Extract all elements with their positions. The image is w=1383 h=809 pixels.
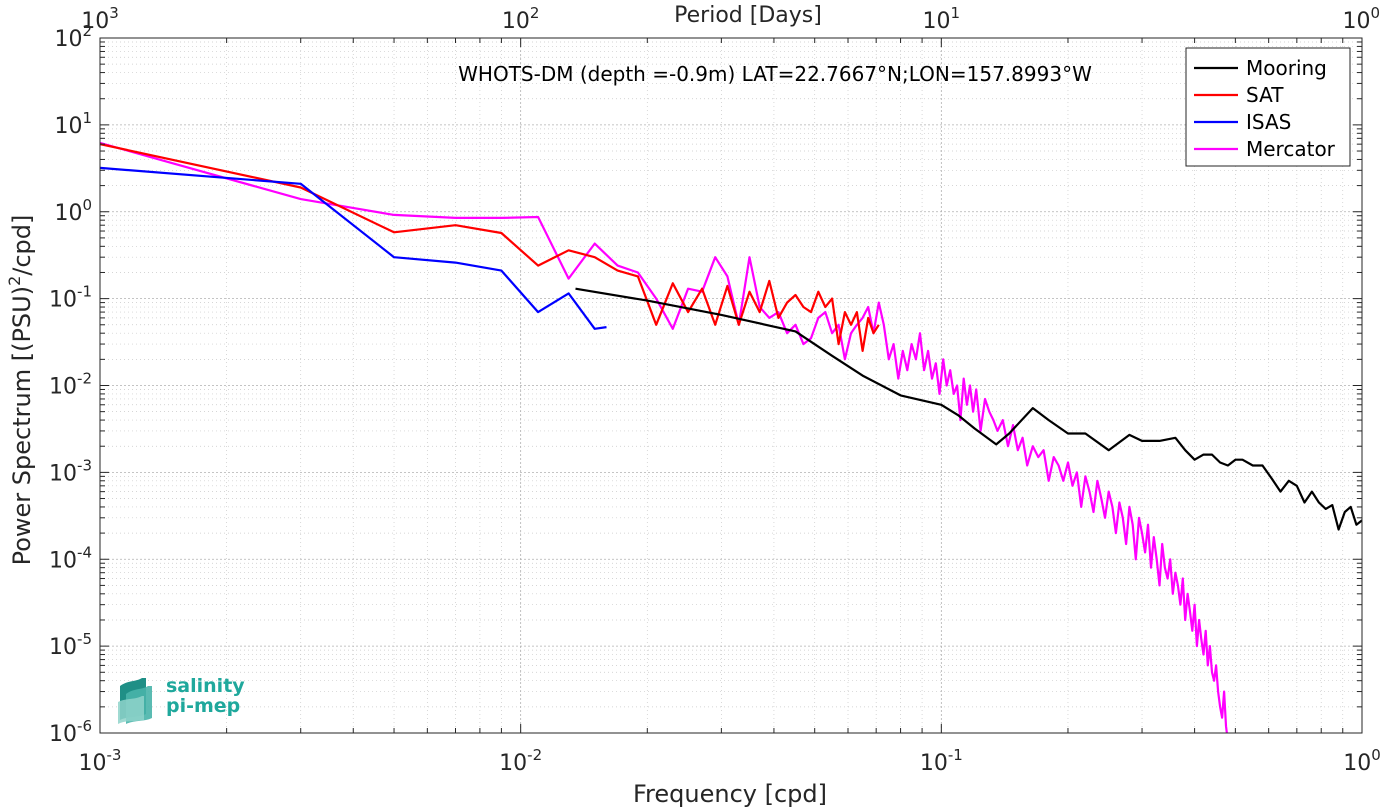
y-axis-label-main: Power Spectrum [(PSU): [8, 286, 36, 565]
legend-label-isas: ISAS: [1246, 110, 1291, 134]
x-tick-label-base: 10: [1343, 751, 1371, 776]
y-axis-label-sup: 2: [5, 276, 24, 286]
y-tick-label-base: 10: [49, 288, 77, 313]
y-tick-label-base: 10: [49, 548, 77, 573]
x-axis-label: Frequency [cpd]: [633, 780, 827, 808]
y-tick-label-base: 10: [49, 635, 77, 660]
x-tick-label-exp: 0: [1371, 746, 1381, 764]
chart-title: WHOTS-DM (depth =-0.9m) LAT=22.7667°N;LO…: [458, 62, 1092, 86]
x-tick-label-exp: -1: [948, 746, 963, 764]
y-tick-label-exp: -2: [77, 370, 92, 388]
y-tick-label-base: 10: [49, 461, 77, 486]
x-tick-labels: 10-3 10-2 10-1 100: [79, 746, 1381, 776]
y-tick-label-exp: -3: [77, 456, 92, 474]
top-tick-label-exp: 2: [530, 4, 540, 22]
top-tick-label-exp: 3: [109, 4, 119, 22]
top-tick-label: 102: [502, 4, 540, 34]
x-tick-label: 100: [1343, 746, 1381, 776]
y-tick-label: 10-3: [49, 456, 92, 486]
top-axis-label: Period [Days]: [674, 3, 822, 28]
y-tick-label-base: 10: [54, 27, 82, 52]
y-tick-label: 101: [54, 109, 92, 139]
y-tick-label-base: 10: [49, 375, 77, 400]
top-tick-label-base: 10: [923, 9, 951, 34]
y-tick-label-base: 10: [54, 201, 82, 226]
y-tick-label: 10-2: [49, 370, 92, 400]
top-tick-label-base: 10: [502, 9, 530, 34]
y-tick-label: 10-4: [49, 543, 92, 573]
y-axis-label-tail: /cpd]: [8, 215, 36, 276]
x-tick-label-base: 10: [79, 751, 107, 776]
logo-text-pi-mep: pi-mep: [166, 696, 240, 716]
y-tick-label-exp: 0: [82, 196, 92, 214]
x-tick-label-exp: -2: [527, 746, 542, 764]
top-tick-label-base: 10: [1342, 9, 1370, 34]
x-tick-label: 10-2: [499, 746, 542, 776]
logo-wave-icon: [116, 674, 160, 724]
y-tick-label-exp: -1: [77, 283, 92, 301]
y-tick-label-exp: -5: [77, 630, 92, 648]
y-tick-label-base: 10: [49, 722, 77, 747]
legend-label-sat: SAT: [1246, 83, 1284, 107]
top-tick-label-exp: 1: [951, 4, 961, 22]
x-tick-label-exp: -3: [107, 746, 122, 764]
top-tick-label: 103: [81, 4, 119, 34]
y-tick-label: 10-6: [49, 717, 92, 747]
legend: Mooring SAT ISAS Mercator: [1186, 48, 1350, 166]
logo-text-salinity: salinity: [166, 676, 245, 696]
y-tick-label-exp: -6: [77, 717, 92, 735]
legend-label-mercator: Mercator: [1246, 137, 1336, 161]
top-tick-label: 100: [1342, 4, 1380, 34]
x-tick-label-base: 10: [499, 751, 527, 776]
top-tick-label-exp: 0: [1370, 4, 1380, 22]
x-tick-label: 10-1: [920, 746, 963, 776]
x-tick-label: 10-3: [79, 746, 122, 776]
top-tick-label: 101: [923, 4, 961, 34]
top-tick-label-base: 10: [81, 9, 109, 34]
x-tick-label-base: 10: [920, 751, 948, 776]
salinity-pi-mep-logo: salinity pi-mep: [116, 672, 256, 724]
y-tick-label-base: 10: [54, 114, 82, 139]
y-tick-label-exp: 1: [82, 109, 92, 127]
y-tick-label: 100: [54, 196, 92, 226]
legend-label-mooring: Mooring: [1246, 56, 1327, 80]
y-tick-label-exp: -4: [77, 543, 92, 561]
y-axis-label: Power Spectrum [(PSU)2/cpd]: [5, 215, 36, 566]
y-tick-label: 10-1: [49, 283, 92, 313]
y-tick-label: 10-5: [49, 630, 92, 660]
